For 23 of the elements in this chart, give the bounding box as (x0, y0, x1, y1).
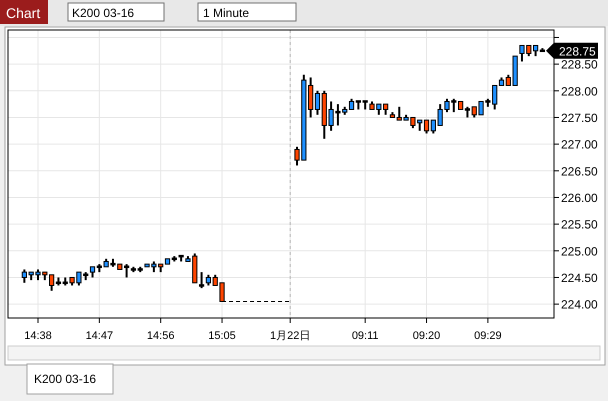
y-tick-label: 227.00 (561, 138, 598, 152)
y-tick-label: 225.00 (561, 244, 598, 258)
x-tick-label: 09:20 (412, 330, 440, 342)
text: Chart (6, 5, 40, 21)
y-tick-label: 226.50 (561, 164, 598, 178)
chart-subtitle: 1 Minute (203, 6, 250, 20)
chart-title: K200 03-16 (72, 6, 134, 20)
text: 228.75 (559, 44, 596, 58)
y-tick-label: 226.00 (561, 190, 598, 205)
x-tick-label: 1月22日 (270, 330, 310, 342)
y-tick-label: 224.00 (561, 298, 598, 312)
x-tick-label: 14:38 (24, 330, 52, 342)
y-tick-label: 228.00 (561, 84, 598, 98)
x-tick-label: 14:47 (86, 330, 114, 342)
x-tick-label: 09:29 (474, 330, 502, 342)
y-tick-label: 227.50 (561, 110, 598, 125)
y-tick-label: 224.50 (561, 270, 598, 285)
text: K200 03-16 (34, 372, 96, 386)
x-tick-label: 15:05 (208, 330, 236, 342)
y-tick-label: 228.50 (561, 58, 598, 72)
x-tick-label: 14:56 (146, 330, 174, 342)
x-tick-label: 09:11 (352, 330, 379, 342)
y-tick-label: 225.50 (561, 218, 598, 232)
